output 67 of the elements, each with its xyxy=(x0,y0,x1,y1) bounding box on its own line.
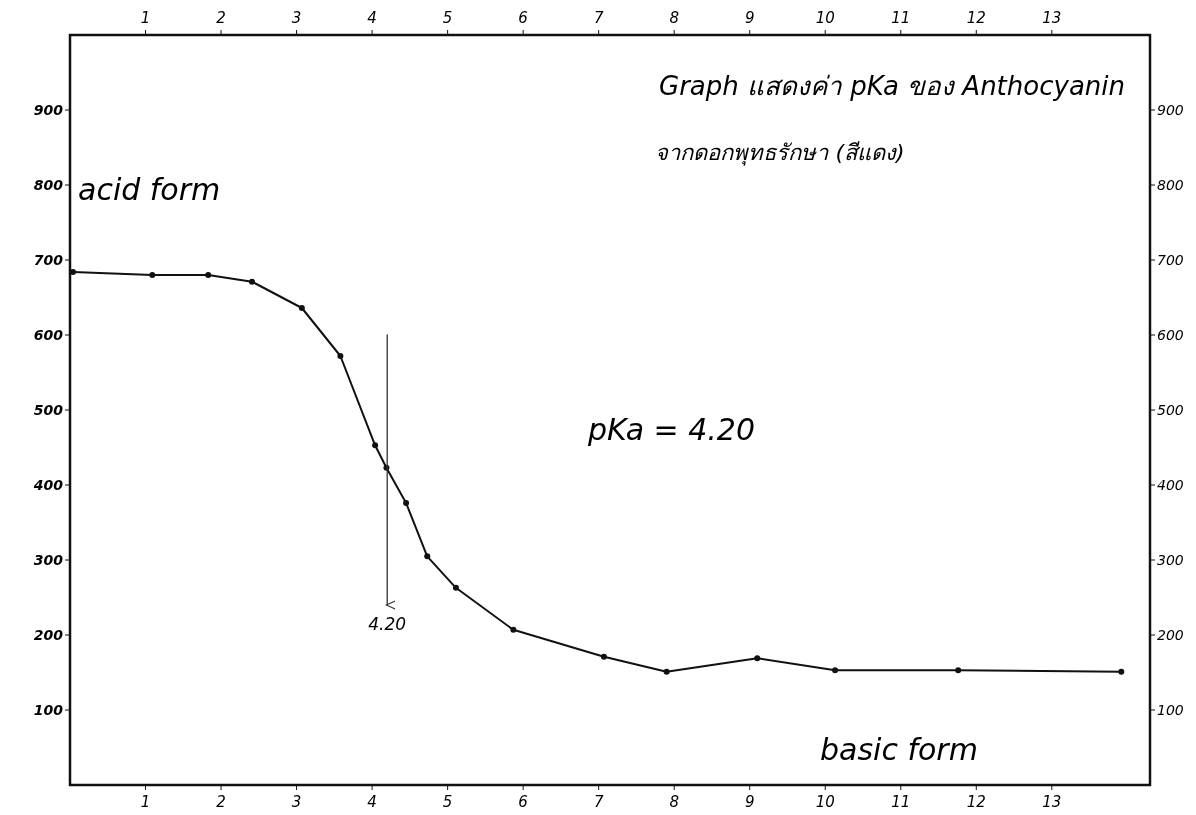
point xyxy=(832,667,839,674)
point xyxy=(70,269,77,275)
y-tick-label: 700 xyxy=(33,252,64,268)
y2-tick-label: 800 xyxy=(1157,177,1184,193)
x2-tick-label: 10 xyxy=(815,9,835,27)
point xyxy=(754,655,761,662)
y-tick-label: 800 xyxy=(33,177,64,193)
x-tick-label: 1 xyxy=(140,793,151,811)
y2-tick-label: 300 xyxy=(1157,552,1184,568)
x2-tick-label: 6 xyxy=(518,9,528,27)
x2-tick-label: 7 xyxy=(593,9,604,27)
x2-tick-label: 12 xyxy=(966,9,986,27)
point xyxy=(600,653,607,660)
annotation: basic form xyxy=(820,732,978,767)
x-tick-label: 4 xyxy=(367,793,377,811)
point xyxy=(205,272,212,278)
y2-tick-label: 900 xyxy=(1157,102,1184,118)
point xyxy=(149,272,156,278)
x2-tick-label: 5 xyxy=(442,9,453,27)
point xyxy=(424,553,431,560)
annotation: acid form xyxy=(78,172,221,207)
x-tick-label: 5 xyxy=(442,793,453,811)
y-tick-label: 900 xyxy=(33,102,64,118)
x2-tick-label: 13 xyxy=(1042,9,1062,27)
x-tick-label: 8 xyxy=(669,793,679,811)
point xyxy=(510,626,517,633)
text: จากดอกพุทธรักษา (สีแดง) xyxy=(655,140,905,166)
annotation: 4.20 xyxy=(368,614,407,634)
y-tick-label: 600 xyxy=(33,327,64,343)
point xyxy=(249,278,256,285)
y2-tick-label: 200 xyxy=(1157,627,1184,643)
point xyxy=(337,353,344,359)
x-tick-label: 11 xyxy=(891,793,911,811)
y-tick-label: 200 xyxy=(33,627,64,643)
point xyxy=(955,667,962,674)
x2-tick-label: 3 xyxy=(291,9,302,27)
y2-tick-label: 700 xyxy=(1157,252,1184,268)
x-tick-label: 13 xyxy=(1042,793,1062,811)
point xyxy=(298,305,305,311)
point xyxy=(1118,668,1125,675)
y2-tick-label: 100 xyxy=(1157,702,1184,718)
y2-tick-label: 400 xyxy=(1157,477,1184,493)
x2-tick-label: 8 xyxy=(669,9,679,27)
x-tick-label: 3 xyxy=(291,793,302,811)
x2-tick-label: 4 xyxy=(367,9,377,27)
x2-tick-label: 11 xyxy=(891,9,911,27)
x-tick-label: 12 xyxy=(966,793,986,811)
y-tick-label: 500 xyxy=(33,402,64,418)
y-tick-label: 100 xyxy=(33,702,64,718)
x-tick-label: 9 xyxy=(744,793,755,811)
x2-tick-label: 1 xyxy=(140,9,151,27)
x-tick-label: 6 xyxy=(518,793,528,811)
y-tick-label: 400 xyxy=(32,477,64,493)
point xyxy=(372,442,379,449)
text: Graph แสดงค่า pKa ของ Anthocyanin xyxy=(658,71,1125,101)
annotation: pKa = 4.20 xyxy=(587,412,756,447)
x2-tick-label: 9 xyxy=(744,9,755,27)
x-tick-label: 10 xyxy=(815,793,835,811)
x2-tick-label: 2 xyxy=(216,9,226,27)
y-tick-label: 300 xyxy=(33,552,64,568)
y2-tick-label: 500 xyxy=(1157,402,1184,418)
x-tick-label: 7 xyxy=(593,793,604,811)
x-tick-label: 2 xyxy=(216,793,226,811)
point xyxy=(452,584,459,591)
y2-tick-label: 600 xyxy=(1157,327,1184,343)
point xyxy=(663,668,670,675)
point xyxy=(403,500,410,506)
